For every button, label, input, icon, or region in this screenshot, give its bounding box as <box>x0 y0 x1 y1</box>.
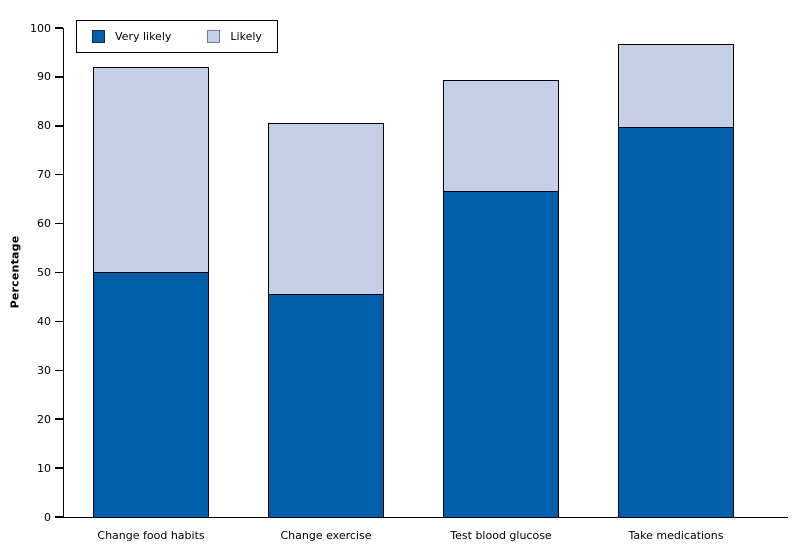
y-axis-tick <box>54 27 63 29</box>
bar-segment-likely <box>268 122 384 296</box>
bar-segment-likely <box>618 44 734 129</box>
y-axis-tick <box>54 125 63 127</box>
y-axis-tick <box>54 320 63 323</box>
y-tick-label: 60 <box>37 217 51 231</box>
legend-label: Likely <box>230 30 262 43</box>
x-axis-category-label: Take medications <box>628 529 724 542</box>
y-tick-label: 100 <box>30 21 51 35</box>
y-tick-label: 20 <box>37 412 51 426</box>
y-tick-label: 50 <box>37 266 51 279</box>
y-axis-tick <box>54 271 63 274</box>
y-tick-label: 70 <box>37 168 51 182</box>
y-axis-tick <box>54 516 63 518</box>
bar-group-change-exercise <box>268 28 384 517</box>
y-axis-tick <box>54 418 63 420</box>
y-axis-title: Percentage <box>8 235 22 309</box>
legend-label: Very likely <box>115 30 172 43</box>
x-axis-category-label: Change food habits <box>97 529 205 542</box>
y-tick-label: 80 <box>37 119 51 133</box>
x-axis-category-label: Test blood glucose <box>450 529 552 542</box>
bar-segment-likely <box>443 80 559 192</box>
bar-group-change-food-habits <box>93 28 209 517</box>
y-axis-tick <box>54 222 63 225</box>
y-tick-label: 10 <box>37 461 51 475</box>
bar-segment-very-likely <box>268 295 384 517</box>
y-tick-label: 30 <box>37 363 51 377</box>
plot-area: 0 10 20 30 40 50 60 70 80 90 100 Change food habits… <box>30 23 788 542</box>
y-axis-tick <box>54 76 63 78</box>
y-tick-label: 0 <box>44 510 51 524</box>
bar-group-take-medications <box>618 28 734 517</box>
bar-segment-likely <box>93 67 209 273</box>
legend-swatch-likely <box>207 30 221 43</box>
legend-item-very-likely: Very likely <box>92 30 171 43</box>
y-axis-tick <box>54 369 63 372</box>
y-tick-label: 90 <box>37 70 51 84</box>
legend-item-likely: Likely <box>207 30 262 43</box>
bar-segment-very-likely <box>93 272 209 517</box>
bar-segment-very-likely <box>618 128 734 517</box>
legend-swatch-very-likely <box>92 30 105 43</box>
legend: Very likely Likely <box>76 20 278 53</box>
bar-segment-very-likely <box>443 191 559 517</box>
y-axis-tick <box>54 467 63 469</box>
y-axis-tick <box>54 173 63 176</box>
x-axis-category-label: Change exercise <box>280 529 372 542</box>
bar-group-test-blood-glucose <box>443 28 559 517</box>
y-tick-label: 40 <box>37 314 51 328</box>
